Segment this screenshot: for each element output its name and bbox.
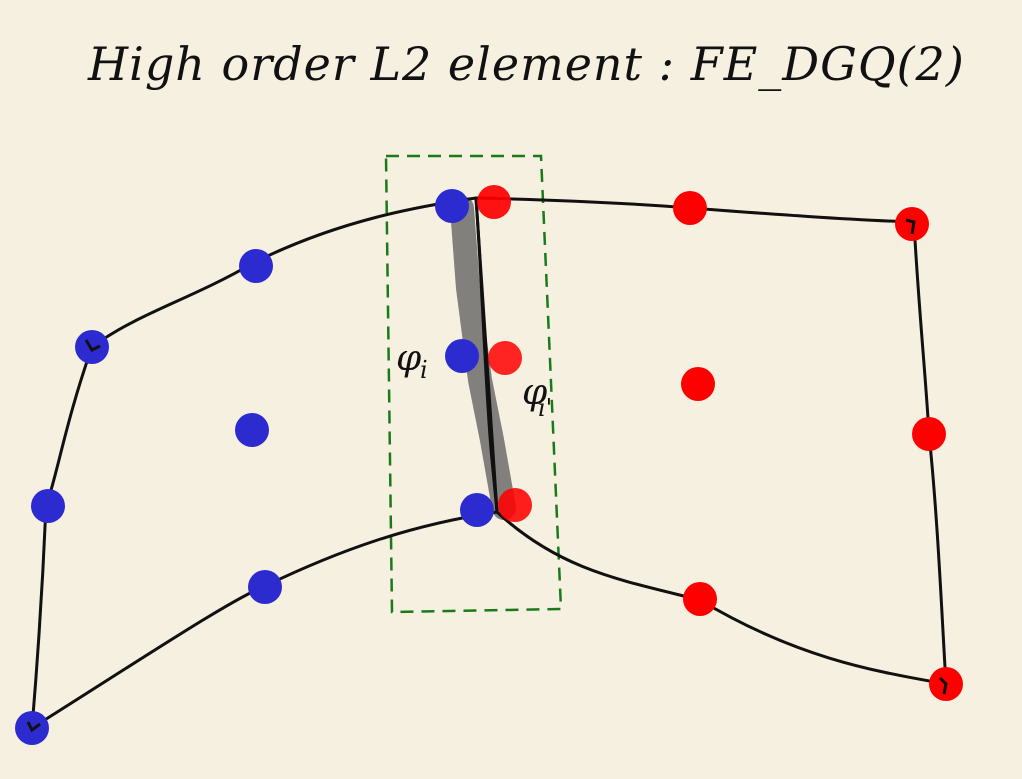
- dof-node: [681, 367, 715, 401]
- dof-node: [488, 341, 522, 375]
- dof-node: [673, 191, 707, 225]
- dof-node: [895, 207, 929, 241]
- shared-face-line: [474, 197, 499, 513]
- phi-i-prime-label: φ i': [522, 372, 552, 422]
- phi-i-symbol: φ: [396, 338, 422, 379]
- shared-face-highlight: [450, 196, 516, 520]
- dof-node: [477, 185, 511, 219]
- left-element-dofs: [15, 189, 494, 745]
- vertex-mark: [938, 676, 948, 695]
- dof-node: [75, 330, 109, 364]
- vertex-marks: [26, 218, 948, 733]
- dof-node: [912, 417, 946, 451]
- vertex-mark: [84, 339, 101, 352]
- dof-node: [248, 570, 282, 604]
- diagram-title: High order L2 element : FE_DGQ(2): [87, 37, 965, 91]
- dof-node: [498, 488, 532, 522]
- dof-node: [235, 413, 269, 447]
- vertex-mark: [905, 218, 916, 235]
- phi-i-prime-symbol: φ: [522, 372, 548, 413]
- dof-node: [31, 489, 65, 523]
- phi-i-prime-subscript: i': [538, 394, 552, 422]
- right-element-dofs: [477, 185, 963, 701]
- phi-i-subscript: i: [420, 356, 428, 384]
- dof-node: [435, 189, 469, 223]
- vertex-mark: [26, 721, 41, 733]
- dof-node: [445, 339, 479, 373]
- dof-node: [460, 493, 494, 527]
- dof-node: [239, 249, 273, 283]
- shared-face-box: [384, 154, 563, 614]
- phi-i-label: φ i: [396, 338, 428, 384]
- dof-node: [683, 582, 717, 616]
